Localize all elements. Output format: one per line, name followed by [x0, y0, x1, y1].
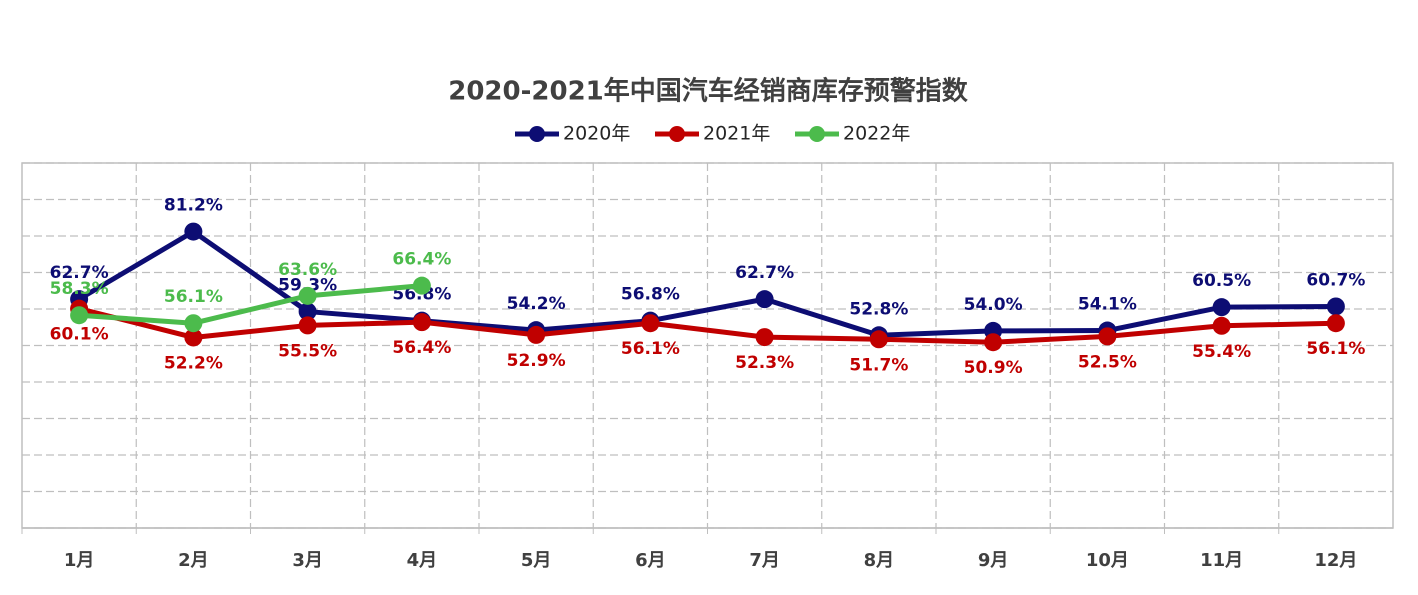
data-label: 58.3% — [50, 279, 109, 299]
data-label: 55.4% — [1192, 342, 1251, 362]
data-point — [298, 302, 317, 321]
data-label: 52.8% — [849, 299, 908, 319]
data-label: 60.1% — [50, 325, 109, 345]
data-label: 54.2% — [507, 294, 566, 314]
data-label: 54.0% — [964, 295, 1023, 315]
data-label: 62.7% — [735, 263, 794, 283]
data-point — [184, 222, 203, 241]
series-line — [78, 306, 1336, 345]
data-point — [984, 333, 1003, 352]
x-tick-label: 5月 — [521, 550, 552, 571]
data-label: 52.2% — [164, 353, 223, 373]
chart-title: 2020-2021年中国汽车经销商库存预警指数 — [448, 76, 969, 107]
data-point — [184, 314, 203, 333]
legend-marker — [529, 126, 545, 142]
data-point — [1212, 298, 1231, 317]
data-label: 55.5% — [278, 341, 337, 361]
data-point — [1326, 297, 1345, 316]
legend-label: 2022年 — [843, 123, 910, 145]
data-point — [869, 330, 888, 349]
data-point — [641, 314, 660, 333]
x-tick-label: 6月 — [635, 550, 666, 571]
data-label: 56.8% — [392, 285, 451, 305]
x-tick-label: 4月 — [407, 550, 438, 571]
data-label: 62.7% — [50, 263, 109, 283]
data-label: 50.9% — [964, 358, 1023, 378]
x-tick-label: 1月 — [64, 550, 95, 571]
data-point — [184, 328, 203, 347]
data-label: 59.3% — [278, 276, 337, 296]
data-label: 56.1% — [164, 287, 223, 307]
data-label: 63.6% — [278, 260, 337, 280]
x-tick-label: 2月 — [178, 550, 209, 571]
data-label: 52.3% — [735, 353, 794, 373]
x-tick-label: 7月 — [749, 550, 780, 571]
data-point — [527, 325, 546, 344]
data-label: 81.2% — [164, 196, 223, 216]
data-point — [412, 276, 431, 295]
data-label: 56.8% — [621, 285, 680, 305]
data-label: 51.7% — [849, 355, 908, 375]
data-label: 54.1% — [1078, 295, 1137, 315]
data-point — [1212, 316, 1231, 335]
x-tick-label: 8月 — [864, 550, 895, 571]
data-label: 52.9% — [507, 351, 566, 371]
data-point — [70, 306, 89, 325]
data-point — [412, 313, 431, 332]
x-tick-label: 9月 — [978, 550, 1009, 571]
data-point — [755, 290, 774, 309]
legend-marker — [809, 126, 825, 142]
legend-marker — [669, 126, 685, 142]
x-tick-label: 10月 — [1086, 550, 1129, 571]
x-tick-label: 12月 — [1314, 550, 1357, 571]
data-label: 66.4% — [392, 250, 451, 270]
x-tick-label: 11月 — [1200, 550, 1243, 571]
data-point — [298, 316, 317, 335]
data-point — [1326, 314, 1345, 333]
data-label: 52.5% — [1078, 352, 1137, 372]
data-label: 56.4% — [392, 338, 451, 358]
data-label: 60.5% — [1192, 271, 1251, 291]
legend-label: 2021年 — [703, 123, 770, 145]
x-tick-label: 3月 — [292, 550, 323, 571]
data-point — [755, 328, 774, 347]
legend-label: 2020年 — [563, 123, 630, 145]
series-line — [78, 283, 423, 326]
data-label: 56.1% — [1306, 339, 1365, 359]
data-label: 56.1% — [621, 339, 680, 359]
data-point — [298, 286, 317, 305]
data-point — [1098, 327, 1117, 346]
data-label: 60.7% — [1306, 270, 1365, 290]
